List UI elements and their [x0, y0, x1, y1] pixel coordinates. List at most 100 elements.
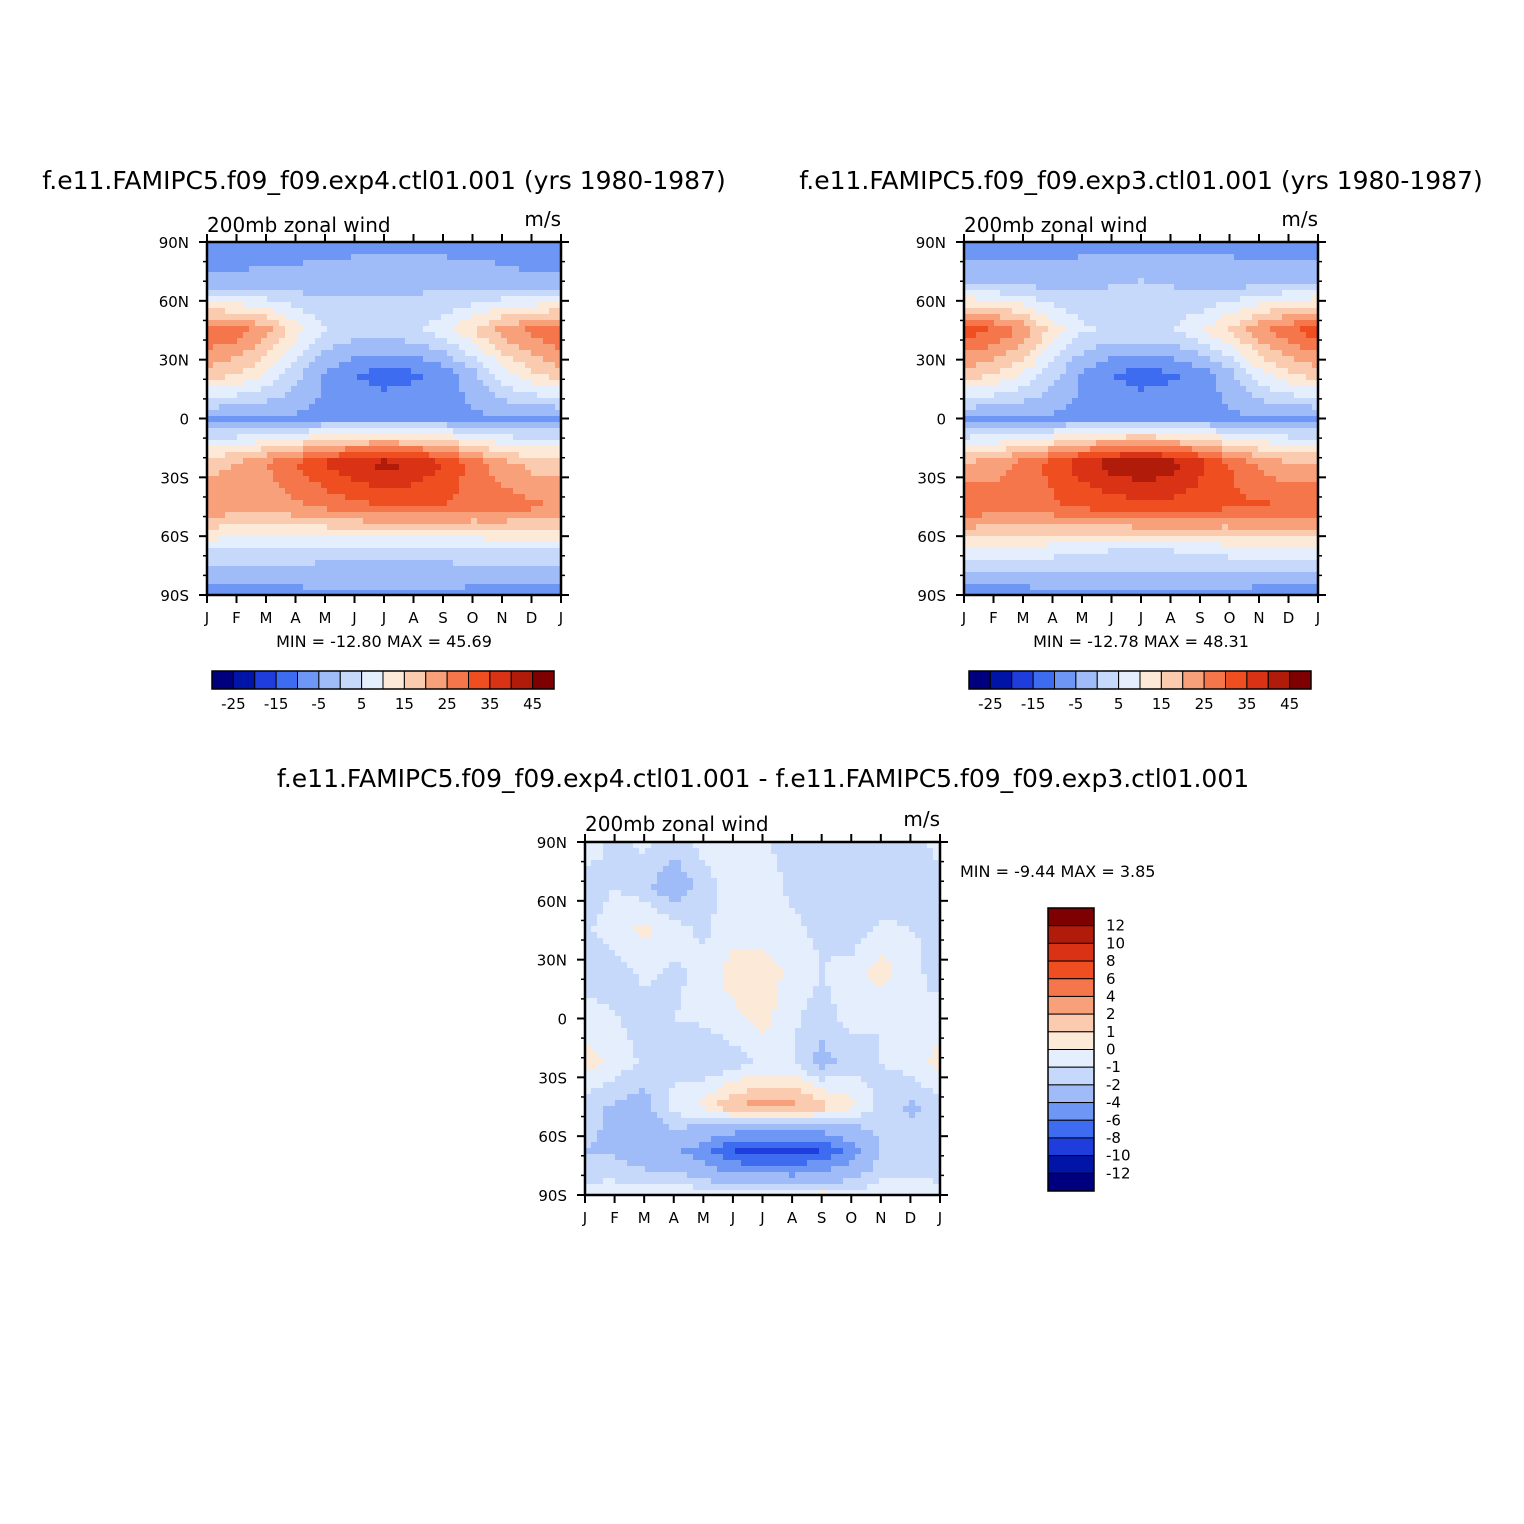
- contour-cell: [1252, 296, 1259, 303]
- contour-cell: [411, 284, 418, 291]
- contour-cell: [483, 356, 490, 363]
- contour-cell: [411, 464, 418, 471]
- contour-cell: [495, 584, 502, 591]
- contour-cell: [291, 512, 298, 519]
- contour-cell: [375, 344, 382, 351]
- contour-cell: [964, 248, 971, 255]
- contour-cell: [243, 422, 250, 429]
- contour-cell: [273, 572, 280, 579]
- contour-cell: [1162, 296, 1169, 303]
- contour-cell: [501, 332, 508, 339]
- contour-cell: [1108, 332, 1115, 339]
- contour-cell: [976, 320, 983, 327]
- contour-cell: [1048, 338, 1055, 345]
- contour-cell: [531, 302, 538, 309]
- contour-cell: [1258, 302, 1265, 309]
- contour-cell: [339, 374, 346, 381]
- contour-cell: [447, 338, 454, 345]
- contour-cell: [1060, 242, 1067, 249]
- contour-cell: [399, 524, 406, 531]
- contour-cell: [213, 572, 220, 579]
- contour-cell: [1168, 266, 1175, 273]
- contour-cell: [219, 452, 226, 459]
- contour-cell: [345, 440, 352, 447]
- contour-cell: [255, 554, 262, 561]
- contour-cell: [333, 314, 340, 321]
- contour-cell: [381, 242, 388, 249]
- contour-cell: [411, 404, 418, 411]
- contour-cell: [261, 518, 268, 525]
- contour-cell: [982, 266, 989, 273]
- contour-cell: [219, 428, 226, 435]
- contour-cell: [501, 272, 508, 279]
- contour-cell: [1126, 260, 1133, 267]
- contour-cell: [1276, 320, 1283, 327]
- contour-cell: [357, 320, 364, 327]
- contour-cell: [279, 368, 286, 375]
- contour-cell: [249, 542, 256, 549]
- contour-cell: [291, 518, 298, 525]
- contour-cell: [435, 590, 442, 596]
- contour-cell: [249, 548, 256, 555]
- contour-cell: [297, 272, 304, 279]
- contour-cell: [1120, 380, 1127, 387]
- contour-cell: [333, 404, 340, 411]
- contour-cell: [501, 344, 508, 351]
- contour-cell: [1060, 248, 1067, 255]
- contour-cell: [321, 374, 328, 381]
- contour-cell: [1228, 374, 1235, 381]
- contour-cell: [1174, 314, 1181, 321]
- contour-cell: [489, 338, 496, 345]
- contour-cell: [1054, 284, 1061, 291]
- contour-cell: [1036, 284, 1043, 291]
- contour-cell: [423, 404, 430, 411]
- contour-cell: [531, 380, 538, 387]
- contour-cell: [411, 368, 418, 375]
- contour-cell: [453, 362, 460, 369]
- contour-cell: [1228, 296, 1235, 303]
- contour-cell: [219, 410, 226, 417]
- contour-cell: [465, 524, 472, 531]
- contour-cell: [537, 398, 544, 405]
- contour-cell: [555, 548, 562, 555]
- contour-cell: [964, 320, 971, 327]
- contour-cell: [513, 302, 520, 309]
- contour-cell: [393, 380, 400, 387]
- contour-cell: [309, 518, 316, 525]
- contour-cell: [303, 434, 310, 441]
- contour-cell: [1162, 266, 1169, 273]
- contour-cell: [255, 512, 262, 519]
- contour-cell: [387, 428, 394, 435]
- contour-cell: [351, 506, 358, 513]
- contour-cell: [1288, 290, 1295, 297]
- contour-cell: [471, 554, 478, 561]
- contour-cell: [435, 302, 442, 309]
- contour-cell: [303, 494, 310, 501]
- contour-cell: [465, 584, 472, 591]
- contour-cell: [1204, 308, 1211, 315]
- contour-cell: [321, 422, 328, 429]
- contour-cell: [1186, 260, 1193, 267]
- contour-cell: [537, 542, 544, 549]
- contour-cell: [970, 314, 977, 321]
- contour-cell: [285, 530, 292, 537]
- contour-cell: [381, 272, 388, 279]
- contour-cell: [405, 518, 412, 525]
- contour-cell: [219, 338, 226, 345]
- contour-cell: [339, 326, 346, 333]
- contour-cell: [231, 296, 238, 303]
- contour-cell: [315, 506, 322, 513]
- contour-cell: [297, 518, 304, 525]
- contour-cell: [453, 290, 460, 297]
- contour-cell: [1210, 278, 1217, 285]
- contour-cell: [237, 512, 244, 519]
- contour-cell: [1000, 308, 1007, 315]
- contour-cell: [345, 380, 352, 387]
- contour-cell: [1114, 326, 1121, 333]
- contour-cell: [279, 386, 286, 393]
- contour-cell: [405, 296, 412, 303]
- contour-cell: [1036, 374, 1043, 381]
- contour-cell: [237, 392, 244, 399]
- contour-cell: [1084, 272, 1091, 279]
- contour-cell: [231, 338, 238, 345]
